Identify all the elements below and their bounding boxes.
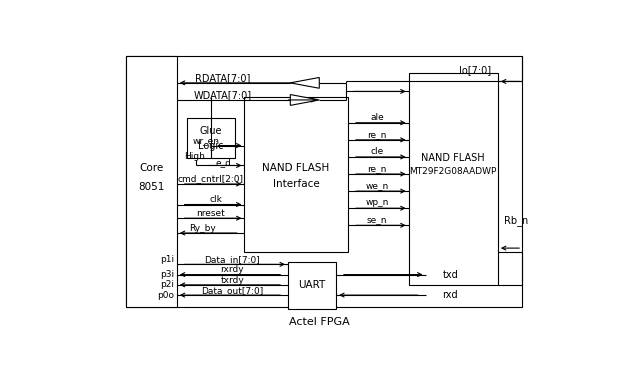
Text: re_n: re_n: [368, 130, 387, 139]
Text: p1i: p1i: [160, 255, 174, 264]
FancyBboxPatch shape: [244, 97, 348, 252]
Text: wp_n: wp_n: [366, 198, 389, 207]
Text: cle: cle: [371, 147, 384, 156]
Text: UART: UART: [298, 280, 326, 290]
FancyBboxPatch shape: [186, 118, 235, 158]
Text: wr_en: wr_en: [193, 136, 219, 145]
Text: we_n: we_n: [366, 181, 389, 190]
Text: se_n: se_n: [367, 215, 388, 224]
Text: re_n: re_n: [368, 164, 387, 173]
Text: cmd_cntrl[2:0]: cmd_cntrl[2:0]: [178, 174, 244, 184]
Text: Io[7:0]: Io[7:0]: [459, 65, 491, 75]
Text: WDATA[7:0]: WDATA[7:0]: [194, 90, 252, 100]
Text: 8051: 8051: [138, 182, 164, 192]
Text: ale: ale: [370, 112, 384, 122]
FancyBboxPatch shape: [288, 262, 336, 309]
Text: Data_out[7:0]: Data_out[7:0]: [201, 286, 264, 295]
Text: e_d: e_d: [216, 158, 231, 167]
Text: NAND FLASH: NAND FLASH: [262, 163, 330, 173]
Text: Core: Core: [139, 163, 163, 173]
FancyBboxPatch shape: [126, 56, 522, 306]
Text: Interface: Interface: [273, 179, 320, 189]
Text: Data_in[7:0]: Data_in[7:0]: [204, 255, 260, 264]
Text: Actel FPGA: Actel FPGA: [289, 317, 350, 327]
Text: Logic: Logic: [198, 141, 224, 151]
Text: p2i: p2i: [161, 280, 174, 289]
Text: rxrdy: rxrdy: [221, 265, 244, 274]
Polygon shape: [290, 95, 320, 105]
Text: txd: txd: [442, 270, 458, 280]
Text: High: High: [184, 152, 205, 161]
Text: Rb_n: Rb_n: [504, 216, 528, 226]
Polygon shape: [290, 77, 320, 88]
Text: nreset: nreset: [196, 209, 225, 218]
Text: txrdy: txrdy: [221, 276, 244, 285]
Text: Ry_by: Ry_by: [189, 223, 216, 233]
Text: RDATA[7:0]: RDATA[7:0]: [195, 73, 250, 83]
FancyBboxPatch shape: [409, 73, 498, 285]
FancyBboxPatch shape: [126, 56, 177, 306]
Text: NAND FLASH: NAND FLASH: [421, 153, 485, 164]
Text: p3i: p3i: [160, 270, 174, 279]
Text: MT29F2G08AADWP: MT29F2G08AADWP: [409, 166, 497, 176]
Text: p0o: p0o: [158, 290, 174, 300]
Text: Glue: Glue: [199, 126, 222, 136]
Text: rxd: rxd: [442, 290, 458, 300]
Text: clk: clk: [209, 195, 222, 204]
